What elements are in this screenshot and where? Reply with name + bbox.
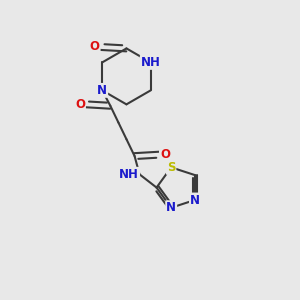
Text: O: O <box>75 98 85 111</box>
Text: O: O <box>90 40 100 53</box>
Text: N: N <box>166 201 176 214</box>
Text: NH: NH <box>119 168 139 181</box>
Text: O: O <box>160 148 170 161</box>
Text: N: N <box>190 194 200 206</box>
Text: N: N <box>97 84 107 97</box>
Text: S: S <box>167 161 176 174</box>
Text: NH: NH <box>141 56 160 69</box>
